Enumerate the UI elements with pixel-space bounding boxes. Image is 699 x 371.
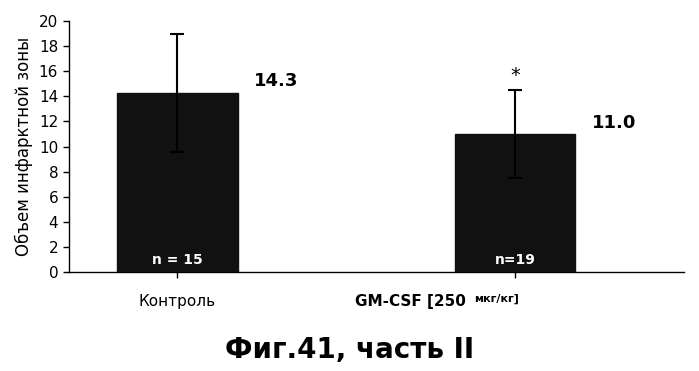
Text: *: * [510, 66, 520, 85]
Text: Фиг.41, часть II: Фиг.41, часть II [225, 336, 474, 364]
Y-axis label: Объем инфарктной зоны: Объем инфарктной зоны [15, 37, 34, 256]
Text: 14.3: 14.3 [254, 72, 298, 90]
Text: n=19: n=19 [495, 253, 535, 266]
Text: 11.0: 11.0 [592, 114, 637, 132]
Text: GM-CSF [250: GM-CSF [250 [356, 293, 472, 309]
Text: Контроль: Контроль [138, 293, 216, 309]
Text: мкг/кг]: мкг/кг] [474, 293, 519, 304]
Bar [455, 134, 575, 272]
Bar [117, 93, 238, 272]
Text: n = 15: n = 15 [152, 253, 203, 266]
